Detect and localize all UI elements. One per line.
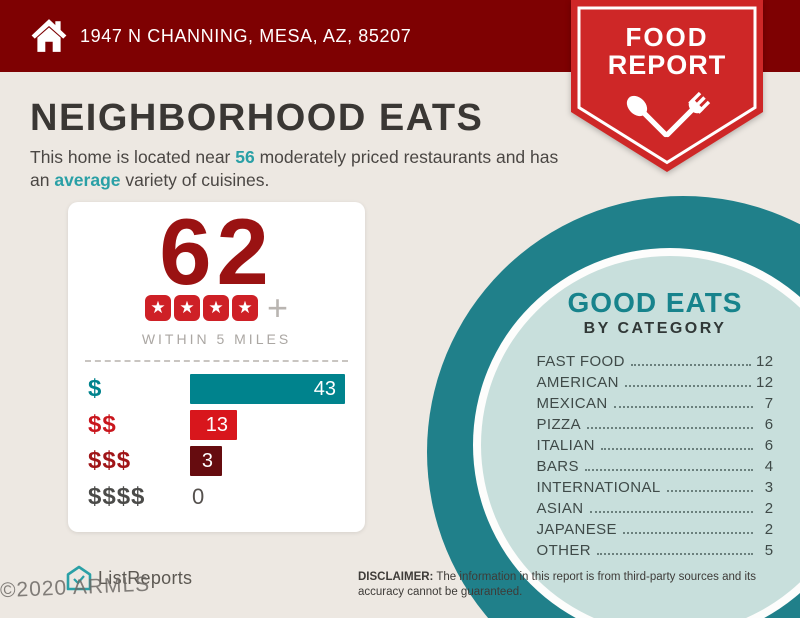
category-value: 4 — [764, 458, 774, 475]
good-eats-subtitle: BY CATEGORY — [583, 320, 727, 337]
dotted-leader — [597, 553, 753, 555]
category-label: AMERICAN — [536, 374, 619, 391]
radius-caption: WITHIN 5 MILES — [141, 330, 292, 347]
category-row: BARS 4 — [537, 458, 774, 479]
price-bar: 3 — [190, 445, 222, 476]
badge-label-food: FOOD — [625, 22, 709, 52]
star-rating: ★ ★ ★ ★ + — [68, 286, 365, 328]
category-row: JAPANESE 2 — [537, 521, 774, 542]
category-value: 12 — [756, 374, 774, 391]
category-label: ITALIAN — [536, 437, 595, 454]
price-bar-chart: $43 $$ 13 $$$ 3 $$$$ 0 — [68, 373, 365, 512]
star-icon: ★ — [231, 294, 258, 321]
category-value: 2 — [764, 500, 774, 517]
good-eats-panel: GOOD EATS BY CATEGORY FAST FOOD 12 AMERICA… — [520, 287, 790, 563]
category-value: 6 — [764, 437, 774, 454]
page-title: NEIGHBORHOOD EATS — [30, 97, 484, 139]
dotted-leader — [613, 406, 753, 408]
price-value-zero: 0 — [192, 483, 205, 509]
watermark: ©2020 ARMLS — [0, 572, 151, 603]
category-list: FAST FOOD 12 AMERICAN 12 MEXICAN 7 PIZZA 6 ITALI… — [537, 353, 774, 563]
good-eats-title: GOOD EATS — [567, 287, 743, 318]
home-icon — [31, 19, 67, 52]
category-row: INTERNATIONAL 3 — [537, 479, 774, 500]
category-label: ASIAN — [536, 500, 584, 517]
category-row: MEXICAN 7 — [537, 395, 774, 416]
category-value: 7 — [764, 395, 774, 412]
price-label: $$$$ — [88, 482, 146, 510]
restaurant-score: 62 — [159, 199, 274, 304]
price-row: $43 — [88, 373, 347, 404]
dotted-leader — [587, 427, 753, 429]
category-label: INTERNATIONAL — [536, 479, 661, 496]
category-value: 3 — [764, 479, 774, 496]
category-value: 12 — [756, 353, 774, 370]
category-row: OTHER 5 — [537, 542, 774, 563]
star-icon: ★ — [173, 294, 200, 321]
dotted-leader — [600, 448, 753, 450]
category-value: 2 — [764, 521, 774, 538]
price-bar: 43 — [190, 373, 345, 404]
category-row: AMERICAN 12 — [537, 374, 774, 395]
dashed-divider — [85, 359, 348, 362]
star-icon: ★ — [144, 294, 171, 321]
price-label: $ — [88, 374, 103, 402]
category-label: PIZZA — [536, 416, 582, 433]
badge-label-report: REPORT — [607, 50, 727, 80]
category-label: FAST FOOD — [536, 353, 625, 370]
category-row: ITALIAN 6 — [537, 437, 774, 458]
dotted-leader — [630, 364, 751, 366]
price-label: $$ — [88, 410, 117, 438]
disclaimer-text: The information in this report is from t… — [358, 571, 756, 599]
price-bar: 13 — [190, 409, 237, 440]
disclaimer-label: DISCLAIMER: — [358, 571, 434, 583]
brand-name: ListReports — [98, 567, 193, 588]
category-label: OTHER — [536, 542, 591, 559]
brand-house-icon — [66, 565, 92, 591]
category-label: BARS — [536, 458, 579, 475]
utensils-icon — [626, 91, 711, 138]
food-report-badge: FOOD REPORT — [571, 0, 763, 174]
category-row: ASIAN 2 — [537, 500, 774, 521]
plus-sign: + — [266, 286, 289, 328]
price-label: $$$ — [88, 446, 132, 474]
subtitle-text-1: This home is located near — [30, 147, 231, 167]
dotted-leader — [622, 532, 753, 534]
dotted-leader — [666, 490, 753, 492]
good-eats-circle-inner — [481, 256, 800, 618]
dotted-leader — [624, 385, 751, 387]
cuisine-variety: average — [54, 170, 121, 190]
brand-logo: ListReports — [66, 565, 192, 591]
price-row: $$$$ 0 — [88, 482, 347, 512]
disclaimer: DISCLAIMER: The information in this repo… — [358, 570, 776, 600]
category-row: FAST FOOD 12 — [537, 353, 774, 374]
badge-ribbon — [571, 0, 763, 172]
subtitle-text-3: variety of cuisines. — [125, 170, 270, 190]
category-row: PIZZA 6 — [537, 416, 774, 437]
restaurant-count: 56 — [235, 147, 255, 167]
subtitle: This home is located near 56 moderately … — [30, 146, 582, 192]
category-value: 5 — [764, 542, 774, 559]
category-label: MEXICAN — [536, 395, 608, 412]
category-value: 6 — [764, 416, 774, 433]
price-row: $$$ 3 — [88, 445, 347, 476]
address-text: 1947 N CHANNING, MESA, AZ, 85207 — [80, 26, 412, 46]
subtitle-text-2: moderately priced restaurants and has an — [30, 147, 559, 190]
score-card: 62 ★ ★ ★ ★ + WITHIN 5 MILES $43 $$ 13 $$$ 3 $$$$ 0 — [68, 202, 365, 532]
dotted-leader — [589, 511, 753, 513]
price-row: $$ 13 — [88, 409, 347, 440]
star-icon: ★ — [202, 294, 229, 321]
dotted-leader — [584, 469, 753, 471]
category-label: JAPANESE — [536, 521, 617, 538]
